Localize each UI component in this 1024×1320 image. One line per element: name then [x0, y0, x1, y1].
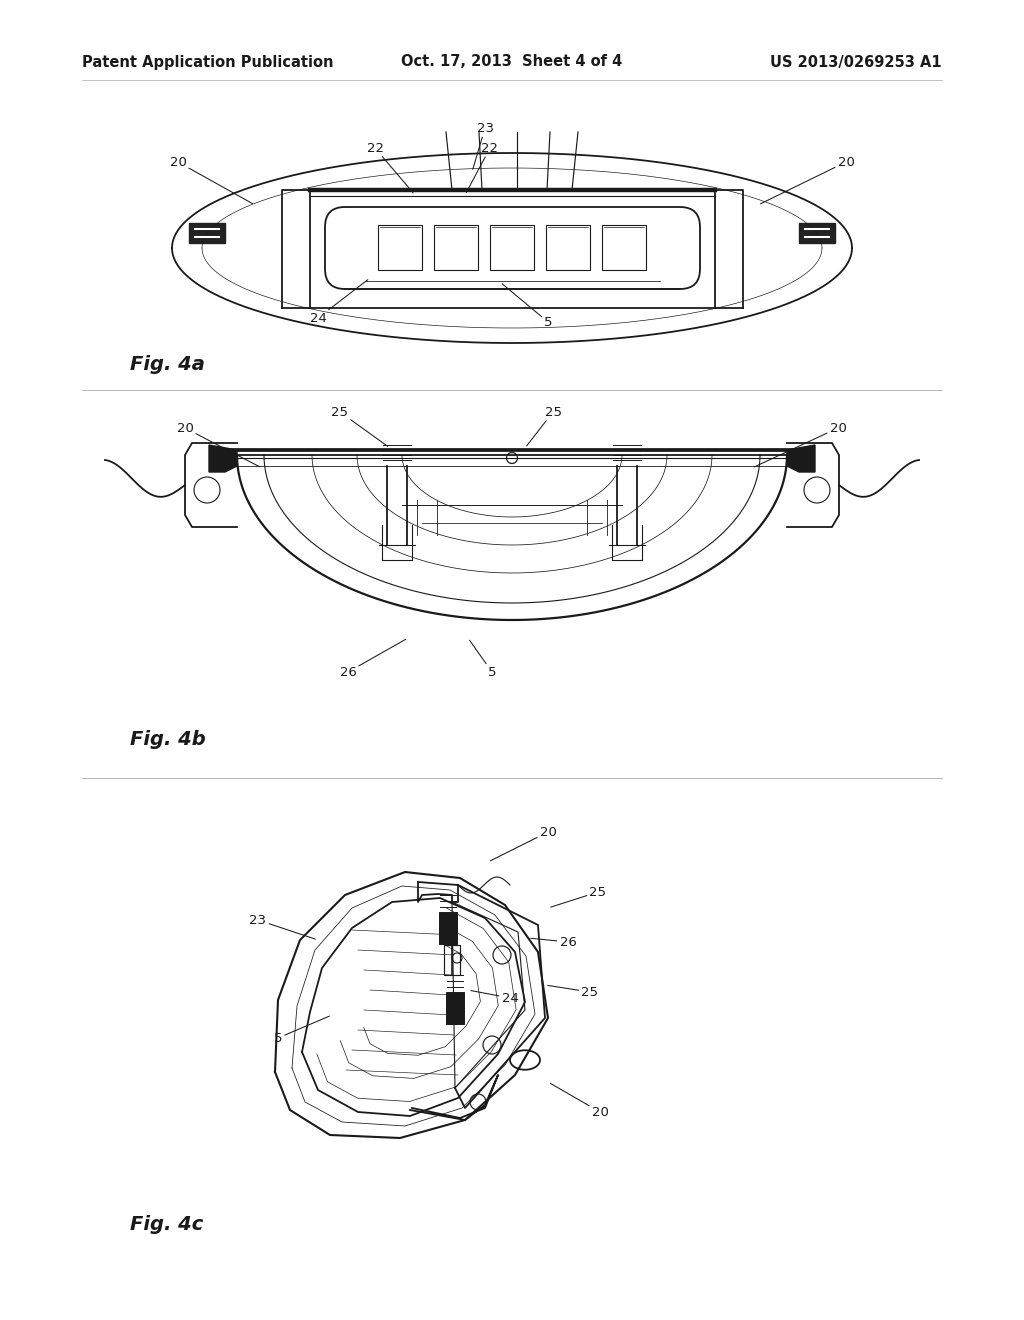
Bar [378, 224, 422, 271]
Text: 24: 24 [309, 280, 368, 325]
Text: 5: 5 [502, 284, 552, 329]
Text: 5: 5 [273, 1016, 330, 1044]
Text: 22: 22 [367, 141, 414, 193]
Text: 22: 22 [466, 141, 499, 193]
Text: 20: 20 [176, 421, 259, 467]
Text: Oct. 17, 2013  Sheet 4 of 4: Oct. 17, 2013 Sheet 4 of 4 [401, 54, 623, 70]
Bar [602, 224, 646, 271]
FancyBboxPatch shape [446, 993, 464, 1024]
Text: 23: 23 [250, 913, 315, 939]
Bar [490, 224, 534, 271]
Polygon shape [209, 445, 237, 473]
Bar [546, 224, 590, 271]
Text: 20: 20 [755, 421, 847, 467]
Text: 20: 20 [551, 1084, 608, 1118]
Text: Fig. 4c: Fig. 4c [130, 1214, 203, 1234]
Text: 20: 20 [170, 156, 253, 203]
Text: 26: 26 [530, 936, 577, 949]
Text: 25: 25 [551, 886, 606, 907]
FancyBboxPatch shape [439, 912, 457, 944]
Text: US 2013/0269253 A1: US 2013/0269253 A1 [770, 54, 942, 70]
Text: 5: 5 [470, 640, 497, 678]
Text: 26: 26 [340, 639, 406, 678]
Text: 23: 23 [473, 121, 494, 169]
Polygon shape [787, 445, 815, 473]
Text: 25: 25 [332, 405, 388, 446]
Text: Fig. 4a: Fig. 4a [130, 355, 205, 374]
Text: 25: 25 [526, 405, 561, 446]
Text: 20: 20 [490, 825, 556, 861]
Text: 25: 25 [548, 986, 598, 998]
Bar [434, 224, 478, 271]
Polygon shape [799, 223, 835, 243]
Text: Fig. 4b: Fig. 4b [130, 730, 206, 748]
Text: 20: 20 [761, 156, 854, 203]
Bar [444, 945, 460, 975]
Text: Patent Application Publication: Patent Application Publication [82, 54, 334, 70]
Text: 24: 24 [471, 990, 518, 1005]
Polygon shape [189, 223, 225, 243]
